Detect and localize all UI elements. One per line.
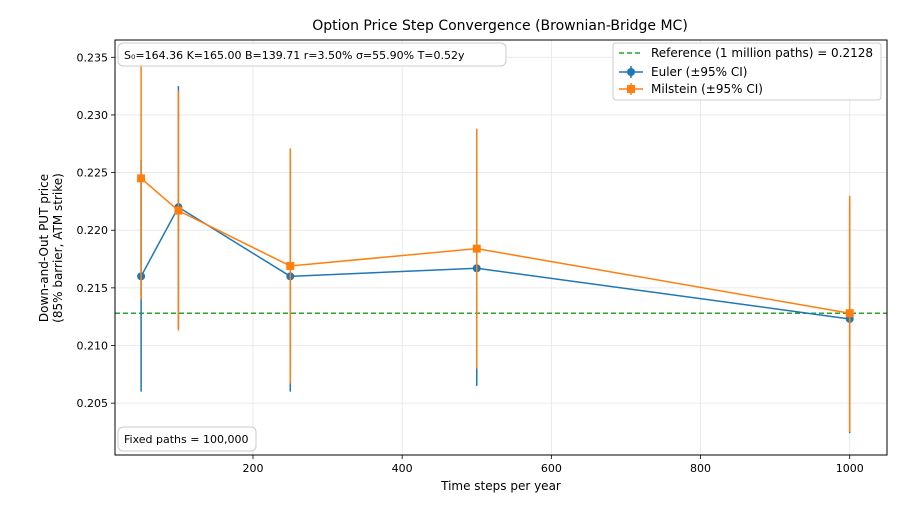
x-tick-label: 1000 <box>836 462 864 475</box>
paths-annotation-frame <box>117 426 257 452</box>
y-tick-label: 0.225 <box>77 167 109 180</box>
legend-euler-label: Euler (±95% CI) <box>651 65 747 79</box>
plot-area <box>114 39 888 456</box>
x-tick-label: 200 <box>242 462 263 475</box>
params-box: S₀=164.36 K=165.00 B=139.71 r=3.50% σ=55… <box>117 42 507 67</box>
y-tick-label: 0.235 <box>77 51 109 64</box>
milstein-series <box>137 57 854 432</box>
paths-annotation-box: Fixed paths = 100,000 <box>117 426 257 452</box>
legend-reference-label: Reference (1 million paths) = 0.2128 <box>651 46 873 60</box>
paths-annotation-text: Fixed paths = 100,000 <box>124 433 248 446</box>
grid <box>115 40 887 455</box>
x-tick-label: 800 <box>690 462 711 475</box>
y-tick-label: 0.210 <box>77 339 109 352</box>
y-tick-label: 0.215 <box>77 282 109 295</box>
y-axis-label-group: Down-and-Out PUT price (85% barrier, ATM… <box>37 173 65 323</box>
x-tick-label: 400 <box>392 462 413 475</box>
y-tick-label: 0.205 <box>77 397 109 410</box>
legend-milstein-label: Milstein (±95% CI) <box>651 82 763 96</box>
y-tick-label: 0.220 <box>77 224 109 237</box>
legend-frame <box>612 42 882 101</box>
params-box-frame <box>117 42 507 67</box>
y-axis-label-line-1: Down-and-Out PUT price <box>37 174 51 322</box>
x-axis-label: Time steps per year <box>440 479 561 493</box>
legend: Reference (1 million paths) = 0.2128 Eul… <box>612 42 882 101</box>
series-layer <box>137 57 854 434</box>
params-text: S₀=164.36 K=165.00 B=139.71 r=3.50% σ=55… <box>124 49 465 62</box>
y-axis-label-line-2: (85% barrier, ATM strike) <box>51 173 65 323</box>
legend-euler-marker <box>627 68 635 76</box>
milstein-point <box>286 261 295 270</box>
milstein-point <box>137 174 146 183</box>
y-tick-label: 0.230 <box>77 109 109 122</box>
plot-frame <box>114 39 888 456</box>
chart-title: Option Price Step Convergence (Brownian-… <box>312 18 688 34</box>
milstein-point <box>174 206 183 215</box>
legend-milstein-marker <box>627 85 635 93</box>
x-axis: 200 400 600 800 1000 <box>242 455 864 475</box>
plot-background <box>115 40 887 455</box>
x-tick-label: 600 <box>541 462 562 475</box>
milstein-point <box>845 309 854 318</box>
y-axis: 0.205 0.210 0.215 0.220 0.225 0.230 0.235 <box>77 51 115 410</box>
milstein-point <box>472 244 481 253</box>
